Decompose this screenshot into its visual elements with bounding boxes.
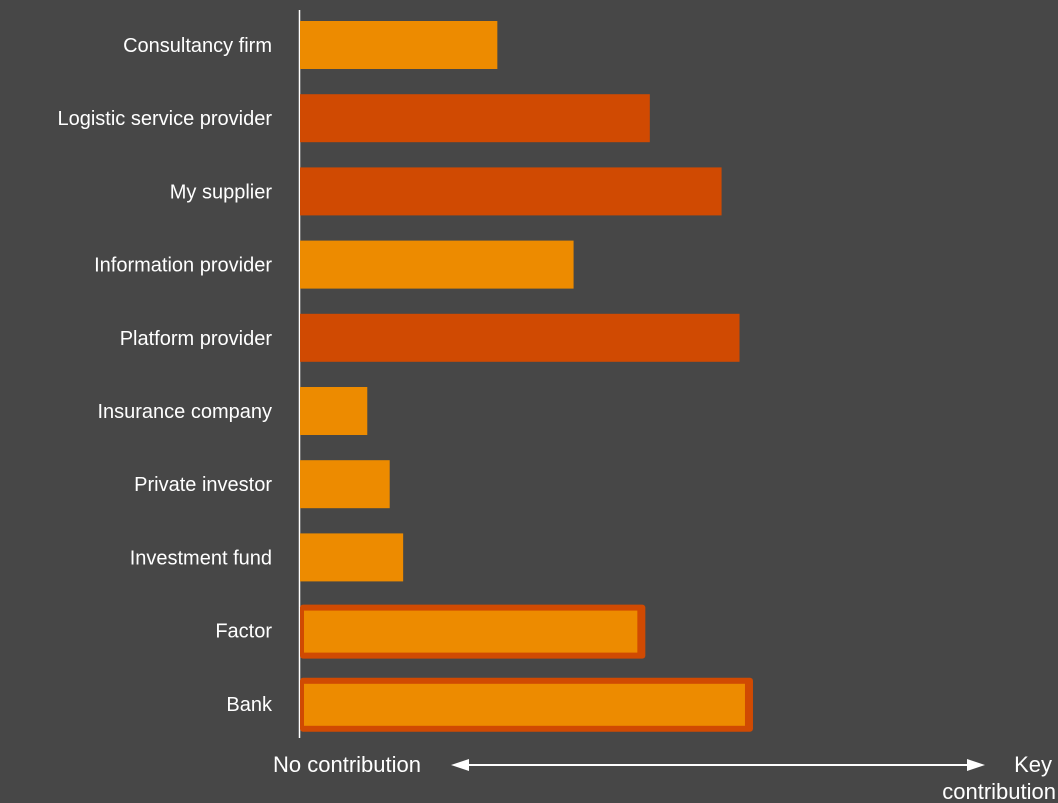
- bar-private-investor: [300, 460, 390, 509]
- bar-my-supplier: [300, 167, 722, 216]
- bar-bank: [304, 683, 745, 726]
- bar-investment-fund: [300, 533, 404, 582]
- bar-consultancy-firm: [300, 21, 498, 69]
- bar-insurance-company: [300, 387, 368, 435]
- scale-double-arrow: [451, 759, 985, 771]
- category-label-my-supplier: My supplier: [170, 181, 273, 203]
- bar-factor: [304, 610, 638, 653]
- bar-platform-provider: [300, 313, 740, 362]
- category-label-insurance-company: Insurance company: [97, 401, 272, 423]
- category-label-consultancy-firm: Consultancy firm: [123, 35, 272, 57]
- scale-arrow-right-head-icon: [967, 759, 985, 771]
- category-label-bank: Bank: [226, 694, 273, 716]
- scale-right-label-line1: Key: [1014, 752, 1052, 777]
- bars-group: [300, 21, 753, 732]
- category-label-platform-provider: Platform provider: [120, 328, 273, 350]
- category-label-investment-fund: Investment fund: [130, 547, 272, 569]
- category-label-factor: Factor: [215, 621, 272, 643]
- category-label-private-investor: Private investor: [134, 474, 272, 496]
- scale-right-label-line2: contribution: [942, 779, 1056, 803]
- scale-left-label: No contribution: [273, 752, 421, 777]
- bar-information-provider: [300, 240, 574, 289]
- category-label-logistic-service-provider: Logistic service provider: [57, 108, 272, 130]
- category-labels-group: Consultancy firm Logistic service provide…: [57, 35, 273, 716]
- category-label-information-provider: Information provider: [94, 255, 272, 277]
- scale-arrow-left-head-icon: [451, 759, 469, 771]
- bar-logistic-service-provider: [300, 94, 650, 143]
